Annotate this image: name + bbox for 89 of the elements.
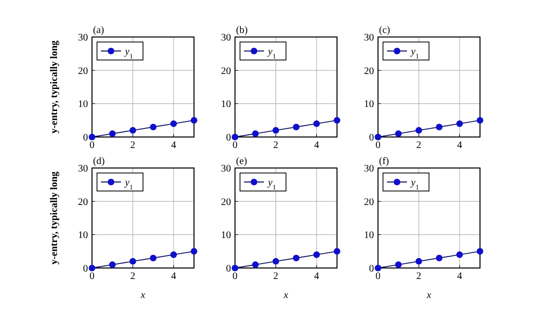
- chart-title: (e): [236, 156, 248, 167]
- point: [476, 248, 484, 255]
- legend-label: y$_{1}$: [267, 46, 276, 60]
- y-tick-label: 0: [83, 264, 88, 274]
- x-tick-label: 4: [314, 140, 320, 151]
- point: [292, 124, 300, 130]
- chart-title: (d): [93, 156, 105, 167]
- y-tick-label: 30: [221, 164, 231, 174]
- point: [190, 117, 198, 124]
- y-tick-label: 10: [364, 230, 374, 242]
- point: [88, 134, 96, 140]
- point: [334, 248, 340, 255]
- point: [170, 120, 177, 127]
- point: [313, 251, 320, 258]
- point: [109, 130, 116, 137]
- x-tick-label: 2: [273, 271, 278, 282]
- y-tick-label: 10: [364, 99, 374, 110]
- y-tick-label: 20: [221, 66, 231, 77]
- x-tick-label: 2: [130, 271, 136, 282]
- chart-title: (f): [379, 156, 389, 167]
- x-axis-title: x: [140, 290, 146, 301]
- point: [272, 127, 280, 134]
- y-tick-label: 0: [226, 264, 231, 274]
- x-axis-title: x: [426, 290, 432, 301]
- point: [456, 120, 463, 127]
- point: [395, 130, 402, 137]
- x-tick-label: 4: [457, 271, 462, 282]
- y-tick-label: 10: [78, 99, 88, 110]
- x-tick-label: 4: [457, 140, 462, 151]
- x-tick-label: 2: [416, 271, 422, 282]
- legend-label: y$_{1}$: [124, 178, 134, 192]
- y-tick-label: 10: [221, 230, 231, 242]
- point: [232, 134, 238, 140]
- y-tick-label: 30: [78, 164, 88, 174]
- legend-label: y$_{1}$: [410, 178, 420, 192]
- chart-title: (c): [379, 25, 390, 36]
- y-tick-label: 20: [364, 66, 374, 77]
- y-tick-label: 20: [78, 66, 88, 77]
- y-axis-title: y-entry, typically long: [49, 171, 60, 265]
- x-tick-label: 4: [171, 140, 176, 151]
- x-tick-label: 4: [171, 271, 176, 282]
- point: [88, 264, 96, 272]
- point: [190, 248, 198, 255]
- point: [374, 264, 382, 272]
- point: [130, 127, 136, 134]
- point: [232, 264, 238, 272]
- x-tick-label: 4: [314, 271, 320, 282]
- point: [109, 261, 116, 268]
- y-tick-label: 0: [369, 264, 374, 274]
- y-tick-label: 20: [364, 196, 374, 208]
- x-axis-title: x: [282, 290, 289, 301]
- y-axis-title: y-entry, typically long: [49, 40, 60, 134]
- point: [130, 258, 136, 265]
- point: [374, 134, 382, 140]
- y-tick-label: 20: [221, 196, 231, 208]
- point: [252, 261, 259, 268]
- point: [272, 258, 280, 265]
- x-tick-label: 2: [416, 140, 422, 151]
- y-tick-label: 30: [364, 164, 374, 174]
- legend-label: y$_{1}$: [267, 178, 276, 192]
- y-tick-label: 10: [221, 99, 231, 110]
- point: [476, 117, 484, 124]
- chart-title: (a): [93, 25, 104, 36]
- point: [170, 251, 177, 258]
- point: [292, 254, 300, 262]
- point: [150, 124, 156, 130]
- point: [334, 117, 340, 124]
- point: [436, 124, 442, 130]
- chart-title: (b): [236, 25, 248, 36]
- point: [252, 130, 259, 137]
- y-tick-label: 0: [226, 132, 231, 144]
- point: [416, 127, 422, 134]
- point: [395, 261, 402, 268]
- point: [436, 254, 442, 262]
- y-tick-label: 0: [83, 132, 88, 144]
- y-tick-label: 30: [78, 32, 88, 44]
- y-tick-label: 30: [364, 32, 374, 44]
- point: [313, 120, 320, 127]
- y-tick-label: 20: [78, 196, 88, 208]
- y-tick-label: 30: [221, 32, 231, 44]
- y-tick-label: 10: [78, 230, 88, 242]
- y-tick-label: 0: [369, 132, 374, 144]
- point: [416, 258, 422, 265]
- x-tick-label: 2: [273, 140, 278, 151]
- legend-label: y$_{1}$: [410, 46, 420, 60]
- legend-label: y$_{1}$: [124, 46, 134, 60]
- x-tick-label: 2: [130, 140, 136, 151]
- point: [150, 254, 156, 262]
- point: [456, 251, 463, 258]
